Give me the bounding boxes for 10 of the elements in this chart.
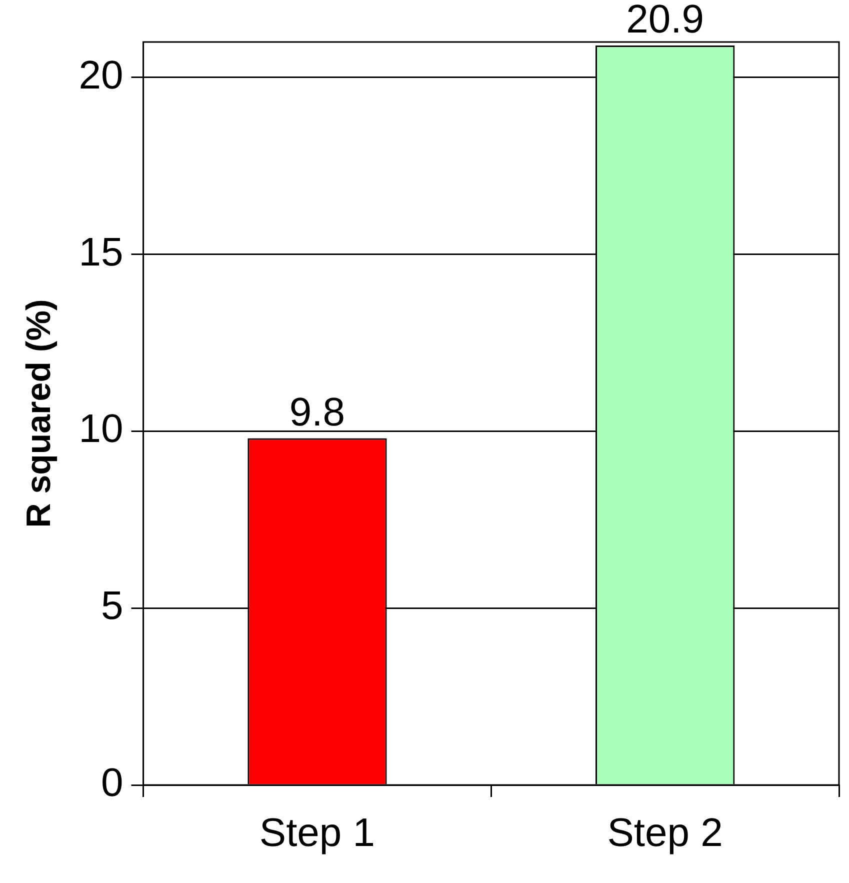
data-label: 20.9: [626, 0, 704, 42]
y-axis-title: R squared (%): [20, 299, 58, 528]
y-tick-label: 5: [101, 584, 124, 628]
y-tick-label: 0: [101, 761, 124, 806]
y-tick-label: 20: [78, 53, 124, 98]
x-tick-label: Step 1: [259, 811, 376, 856]
x-tick-label: Step 2: [607, 811, 723, 856]
data-label: 9.8: [289, 390, 346, 434]
y-tick-label: 10: [78, 407, 124, 452]
y-tick-label: 15: [78, 230, 124, 274]
